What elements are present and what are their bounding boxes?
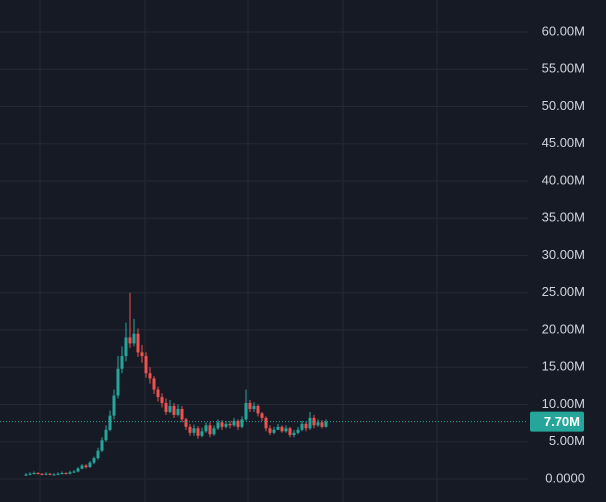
candle-body — [304, 423, 308, 429]
y-tick-label: 5.00M — [549, 433, 585, 448]
candle-body — [248, 403, 252, 409]
candle-body — [228, 423, 232, 426]
candle-body — [300, 423, 304, 430]
candle-body — [324, 421, 328, 427]
candle-body — [44, 473, 48, 475]
last-price-box — [530, 411, 584, 432]
candle-body — [100, 440, 104, 451]
y-tick-label: 40.00M — [542, 172, 585, 187]
candle-body — [36, 473, 40, 475]
candle-body — [164, 403, 168, 412]
candle-body — [232, 420, 236, 426]
y-tick-label: 25.00M — [542, 284, 585, 299]
candle-body — [200, 431, 204, 436]
candle-body — [24, 474, 28, 476]
candle-body — [132, 333, 136, 344]
candle-body — [316, 422, 320, 426]
candle-body — [224, 423, 228, 427]
candle-body — [168, 405, 172, 412]
candle-body — [52, 474, 56, 476]
candle-body — [192, 428, 196, 433]
candle-body — [152, 378, 156, 390]
candle-body — [84, 465, 88, 468]
candle-body — [172, 405, 176, 415]
candle-body — [212, 428, 216, 435]
candle-body — [280, 426, 284, 432]
candle-body — [96, 450, 100, 459]
candle-body — [244, 403, 248, 420]
y-tick-label: 15.00M — [542, 359, 585, 374]
candle-body — [196, 428, 200, 436]
candle-body — [112, 395, 116, 416]
candle-body — [68, 472, 72, 474]
candle-body — [176, 408, 180, 415]
candle-body — [156, 389, 160, 398]
last-price-label: 7.70M — [544, 414, 580, 429]
candle-body — [216, 422, 220, 429]
candle-body — [260, 413, 264, 418]
candle-body — [296, 429, 300, 433]
candle-body — [252, 405, 256, 409]
candle-body — [104, 429, 108, 441]
candle-body — [124, 337, 128, 357]
candle-body — [72, 471, 76, 473]
candle-body — [268, 428, 272, 433]
candle-body — [256, 405, 260, 414]
candle-body — [236, 420, 240, 427]
candle-body — [140, 352, 144, 357]
time-grid — [39, 0, 438, 502]
candle-body — [80, 465, 84, 469]
candle-body — [276, 426, 280, 430]
y-tick-label: 55.00M — [542, 61, 585, 76]
candle-body — [320, 422, 324, 427]
candle-body — [160, 397, 164, 404]
y-tick-label: 60.00M — [542, 23, 585, 38]
candle-body — [108, 415, 112, 430]
candle-body — [40, 473, 44, 475]
y-tick-label: 50.00M — [542, 98, 585, 113]
candle-body — [240, 419, 244, 427]
candle-body — [204, 425, 208, 432]
candle-body — [184, 419, 188, 427]
y-tick-label: 45.00M — [542, 135, 585, 150]
candle-body — [128, 337, 132, 344]
candle-body — [288, 428, 292, 436]
candle-body — [180, 408, 184, 420]
candle-body — [220, 422, 224, 427]
candle-body — [64, 473, 68, 475]
candle-body — [116, 368, 120, 396]
candle-body — [272, 429, 276, 433]
candle-body — [76, 468, 80, 472]
candle-body — [56, 473, 60, 475]
candle-body — [144, 356, 148, 374]
y-tick-label: 30.00M — [542, 247, 585, 262]
candle-body — [60, 473, 64, 475]
y-tick-label: 10.00M — [542, 396, 585, 411]
candle-body — [32, 473, 36, 475]
candle-body — [28, 473, 32, 475]
candle-body — [148, 373, 152, 379]
candle-body — [48, 473, 52, 475]
candle-body — [120, 356, 124, 369]
y-tick-label: 35.00M — [542, 210, 585, 225]
candle-body — [264, 417, 268, 429]
y-tick-label: 20.00M — [542, 321, 585, 336]
candle-body — [308, 417, 312, 429]
candles — [24, 292, 328, 477]
y-tick-label: 0.0000 — [545, 470, 585, 485]
candle-body — [188, 426, 192, 433]
candle-body — [292, 432, 296, 436]
candle-body — [312, 417, 316, 426]
candle-body — [136, 333, 140, 353]
candle-body — [92, 458, 96, 463]
candle-body — [88, 462, 92, 468]
candle-body — [208, 425, 212, 435]
candle-body — [284, 428, 288, 432]
